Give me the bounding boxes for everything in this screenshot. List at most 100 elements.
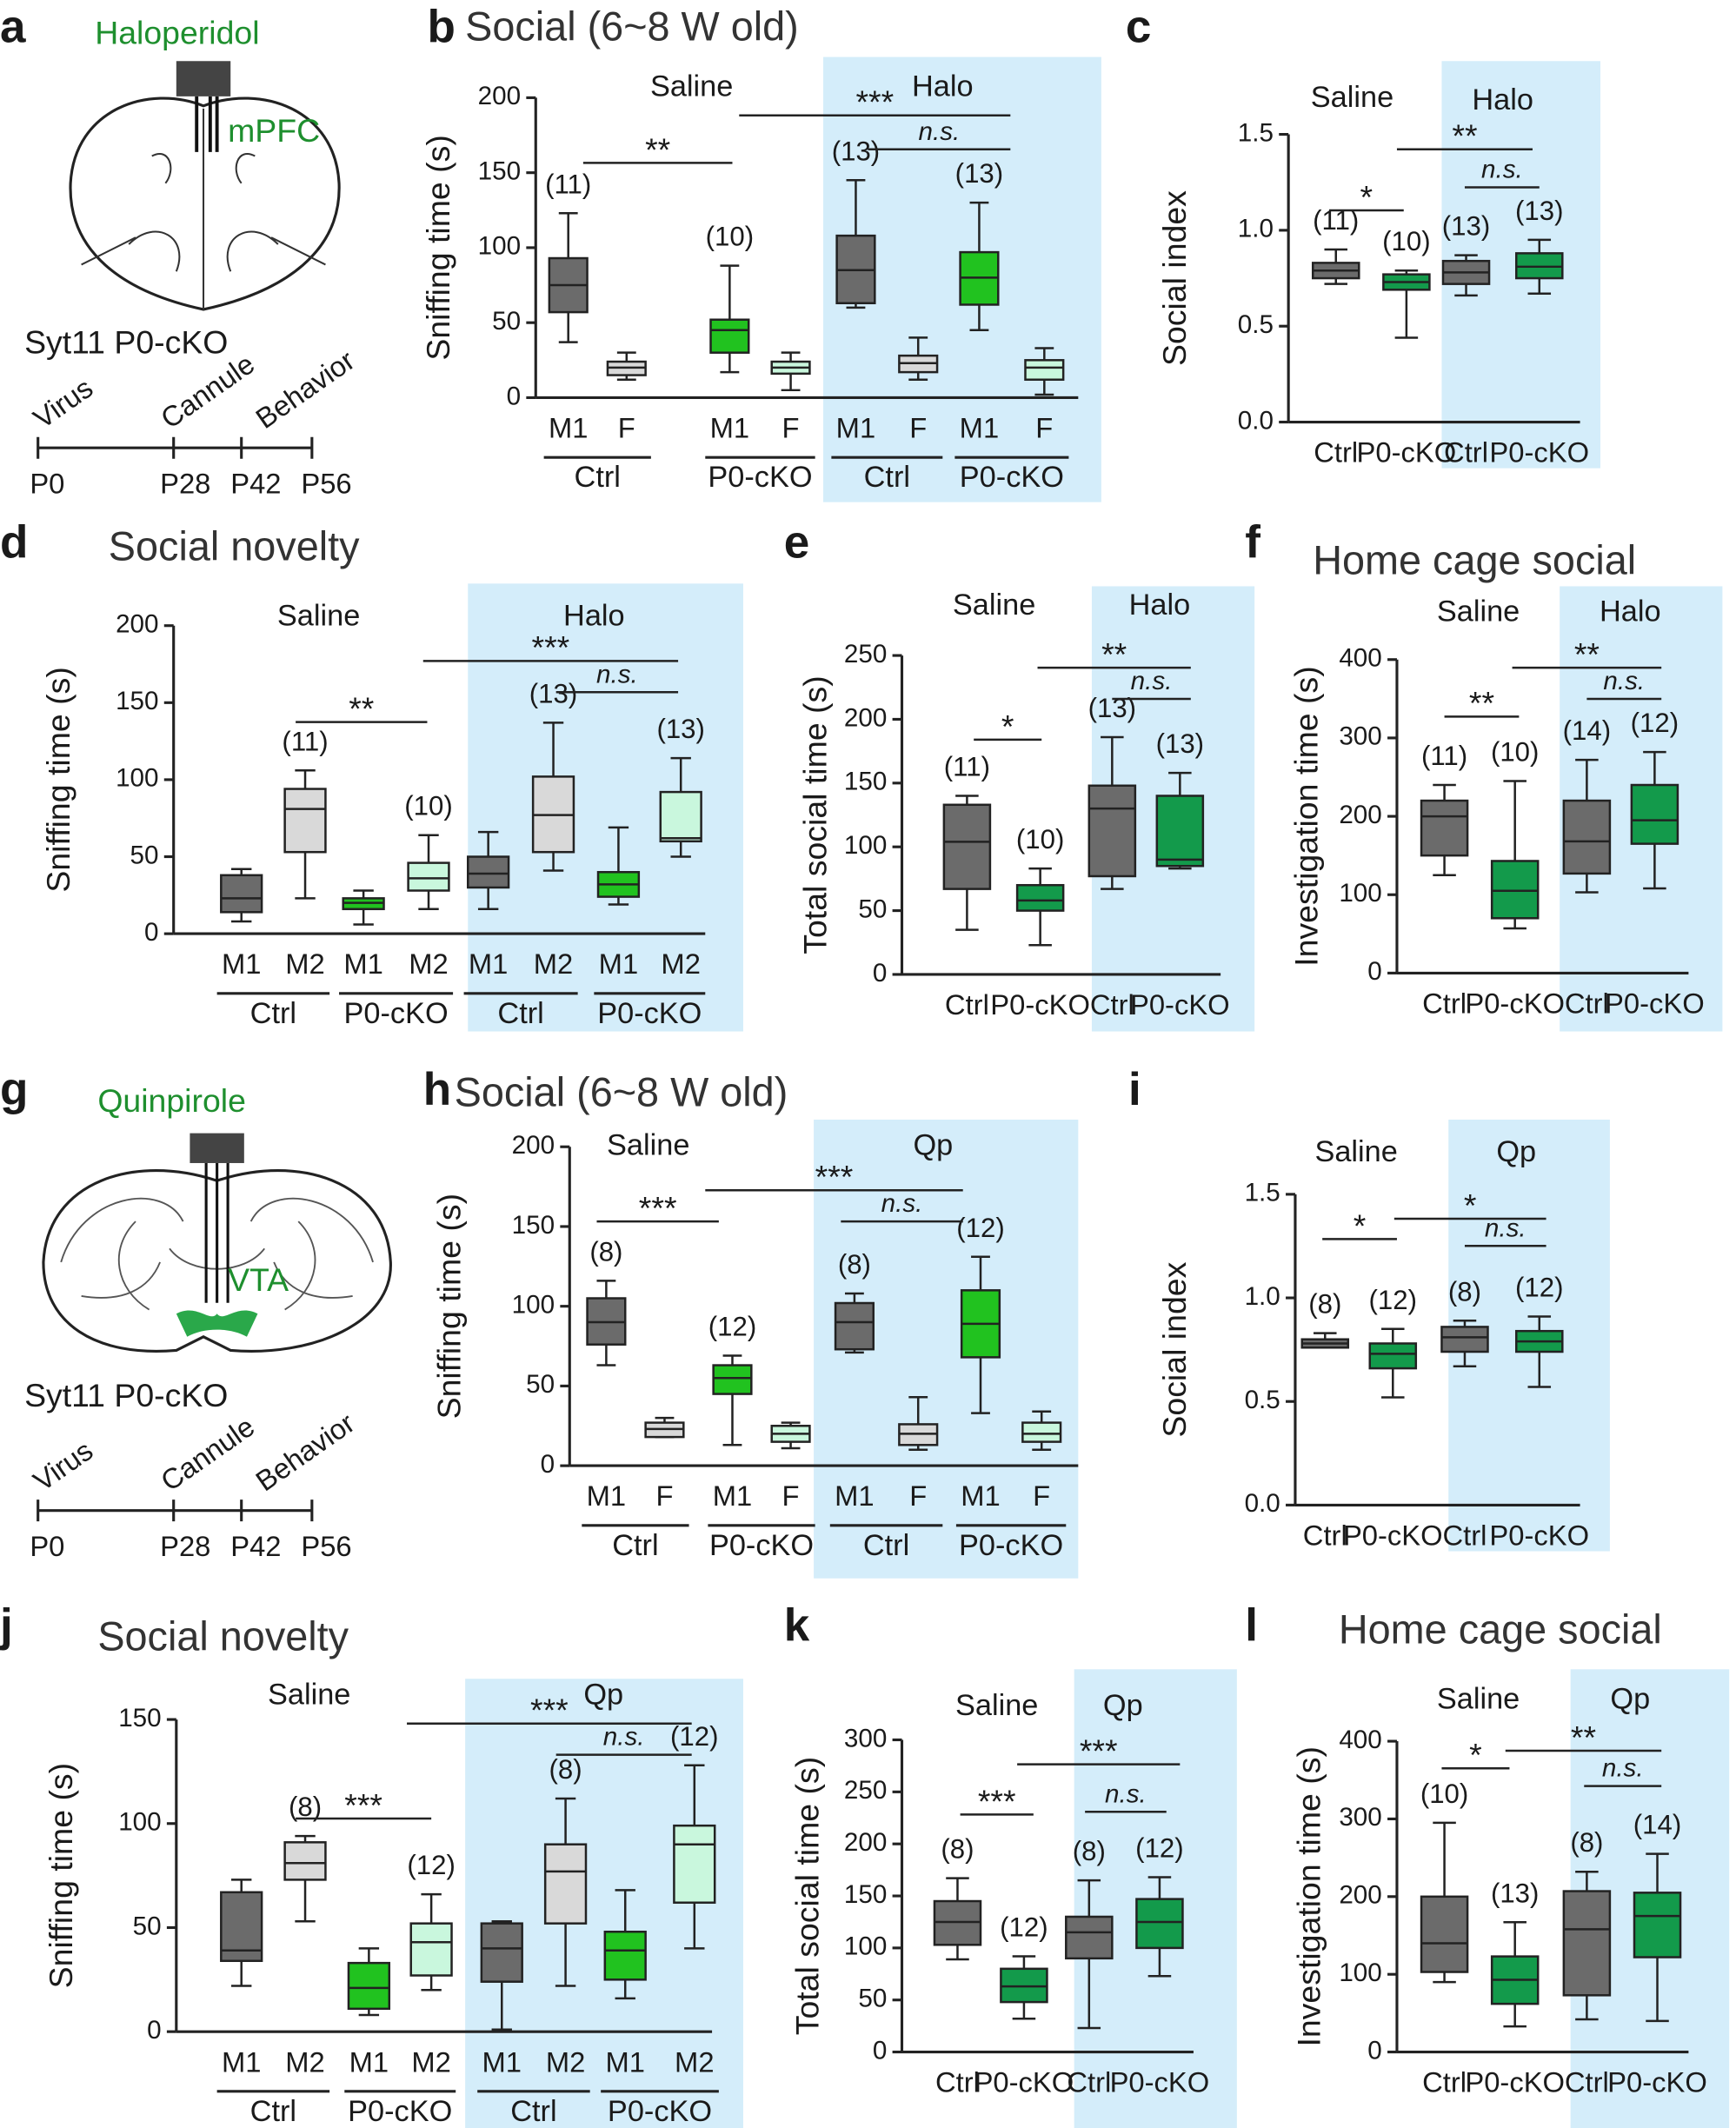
y-axis-label: Sniffing time (s) (43, 1763, 79, 1988)
chart-title: Social (6~8 W old) (455, 1069, 788, 1114)
box (467, 855, 510, 889)
chart-panel: j Social novelty Sniffing time (s) Saline Qp… (0, 1599, 743, 2128)
n-label: (13) (832, 136, 880, 166)
y-tick-label: 0 (1367, 957, 1381, 986)
significance-label: *** (639, 1189, 677, 1226)
box (1021, 1421, 1062, 1443)
condition-label: Saline (650, 70, 733, 103)
chart-title: Home cage social (1339, 1607, 1662, 1653)
y-axis-label: Investigation time (s) (1287, 666, 1324, 967)
chart-panel: i Social index Saline Qp 0.0 0.5 1.0 1.5 Ctrl (8)… (1128, 1064, 1610, 1552)
condition-label: Halo (912, 70, 974, 103)
x-tick-label: F (1035, 412, 1053, 444)
y-tick-label: 1.5 (1238, 118, 1274, 147)
condition-label: Saline (1437, 595, 1520, 628)
x-tick-label: M2 (546, 2045, 586, 2078)
n-label: (12) (1631, 708, 1679, 738)
group-label: Ctrl (497, 997, 543, 1030)
brain-outline (69, 96, 341, 311)
significance-label: n.s. (881, 1189, 923, 1218)
significance-label: n.s. (1485, 1214, 1526, 1242)
y-tick-label: 100 (844, 1932, 887, 1961)
significance-label: n.s. (1603, 667, 1645, 695)
cannula (176, 61, 231, 96)
box (1368, 1342, 1418, 1370)
y-tick-label: 0 (147, 2016, 161, 2045)
x-tick-label: M1 (960, 412, 1000, 444)
y-tick-label: 400 (1339, 1726, 1381, 1754)
region-label: mPFC (228, 112, 320, 149)
cannula (190, 1133, 244, 1163)
box (942, 803, 992, 890)
x-tick-label: F (782, 412, 800, 444)
box (1630, 783, 1679, 845)
y-tick-label: 0 (541, 1450, 555, 1479)
timeline-day: P0 (30, 468, 64, 500)
panel-letter: e (784, 517, 810, 569)
box (543, 1843, 588, 1925)
x-tick-label: M2 (675, 2045, 715, 2078)
condition-label: Saline (268, 1679, 350, 1712)
y-tick-label: 150 (118, 1704, 161, 1732)
timeline-day: P56 (301, 468, 351, 500)
x-tick-label: M2 (411, 2045, 451, 2078)
condition-label: Halo (1600, 595, 1661, 628)
x-tick-label: M1 (469, 948, 509, 980)
y-tick-label: 1.0 (1238, 215, 1274, 243)
x-tick-label: M1 (835, 1480, 875, 1512)
panel-letter: h (423, 1064, 451, 1115)
x-tick-label: M1 (605, 2045, 645, 2078)
region-label: VTA (228, 1261, 289, 1298)
y-tick-label: 0.0 (1245, 1489, 1280, 1518)
y-tick-label: 300 (844, 1724, 887, 1752)
n-label: (8) (1570, 1827, 1603, 1858)
n-label: (12) (1515, 1273, 1563, 1303)
x-tick-label: M1 (713, 1480, 753, 1512)
y-tick-label: 100 (1339, 879, 1381, 908)
n-label: (12) (708, 1312, 756, 1342)
y-tick-label: 300 (1339, 1803, 1381, 1832)
x-tick-label: P0-cKO (1465, 2066, 1565, 2098)
box (220, 874, 263, 914)
group-label: Ctrl (612, 1529, 658, 1562)
x-tick-label: Ctrl (945, 988, 989, 1021)
significance-label: n.s. (603, 1723, 645, 1752)
y-tick-label: 200 (512, 1131, 555, 1160)
condition-label: Qp (1496, 1135, 1536, 1168)
y-axis-label: Social index (1156, 1261, 1193, 1437)
significance-label: n.s. (1105, 1779, 1147, 1808)
x-tick-label: P0-cKO (990, 988, 1090, 1021)
y-tick-label: 0 (144, 918, 158, 947)
chart-panel: e Total social time (s) Saline Halo 0 50 100 15… (784, 517, 1255, 1032)
n-label: (10) (1420, 1779, 1468, 1809)
significance-label: *** (344, 1786, 382, 1823)
n-label: (14) (1633, 1810, 1681, 1840)
brain-outline (42, 1169, 392, 1353)
y-axis-label: Social index (1156, 190, 1193, 366)
panel-letter: b (427, 1, 455, 52)
y-tick-label: 0.5 (1245, 1386, 1280, 1414)
box (1420, 799, 1469, 857)
significance-label: *** (855, 83, 894, 120)
timeline-day: P56 (301, 1530, 351, 1562)
y-tick-label: 100 (116, 764, 158, 793)
significance-label: *** (532, 629, 570, 666)
y-tick-label: 200 (844, 703, 887, 732)
x-tick-label: Ctrl (1565, 2066, 1609, 2098)
y-tick-label: 0 (873, 959, 887, 988)
y-tick-label: 150 (116, 687, 158, 715)
n-label: (10) (706, 222, 754, 252)
y-tick-label: 200 (116, 610, 158, 639)
significance-label: ** (645, 131, 670, 168)
y-tick-label: 150 (844, 1880, 887, 1909)
box (1562, 799, 1612, 875)
group-label: P0-cKO (708, 461, 812, 494)
x-tick-label: M1 (222, 2045, 262, 2078)
box (1440, 1326, 1489, 1353)
box (283, 788, 327, 854)
timeline-step: Cannule (155, 348, 260, 435)
y-axis-label: Sniffing time (s) (430, 1194, 467, 1419)
n-label: (14) (1563, 715, 1611, 746)
timeline-step: Virus (27, 371, 98, 435)
box (1420, 1895, 1469, 1973)
